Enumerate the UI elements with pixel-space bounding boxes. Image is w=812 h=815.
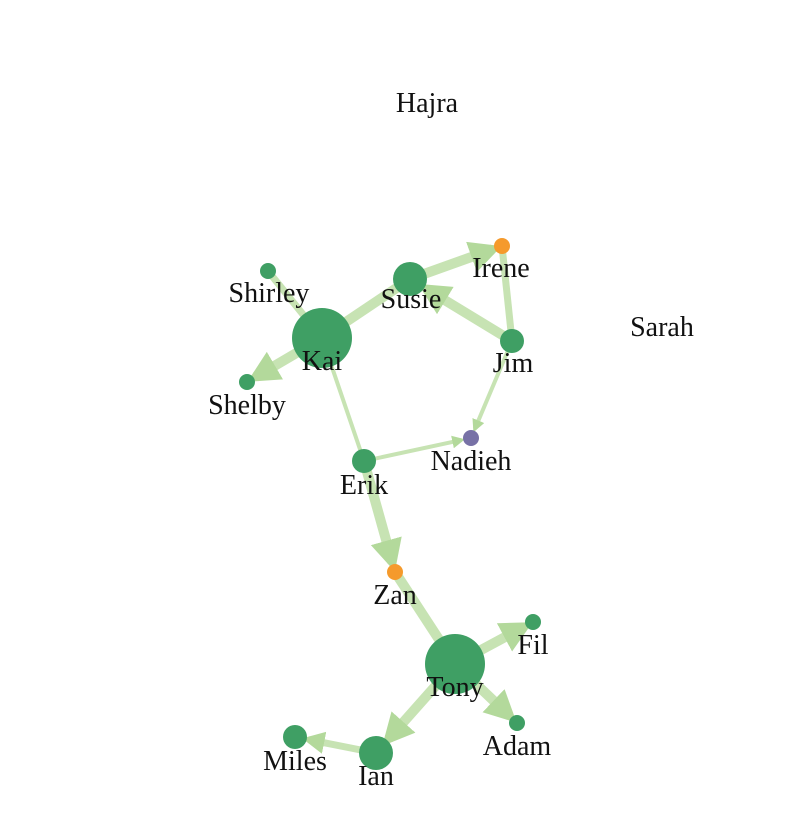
node-zan[interactable] [387,564,403,580]
edge-erik-zan [359,459,402,572]
node-label-zan: Zan [373,580,417,611]
node-label-hajra: Hajra [396,88,459,119]
node-label-jim: Jim [493,348,534,379]
node-irene[interactable] [494,238,510,254]
node-nadieh[interactable] [463,430,479,446]
edge-jim-susie [418,283,515,346]
node-label-shelby: Shelby [208,390,286,421]
node-tony[interactable] [425,634,485,694]
node-label-erik: Erik [340,470,388,501]
node-miles[interactable] [283,725,307,749]
node-fil[interactable] [525,614,541,630]
node-shirley[interactable] [260,263,276,279]
node-label-shirley: Shirley [229,278,310,309]
labels-layer: Hajra Shirley Susie Irene Sarah Kai Jim Shelby N… [208,88,694,792]
node-label-nadieh: Nadieh [431,446,512,477]
node-erik[interactable] [352,449,376,473]
node-label-ian: Ian [358,761,394,792]
node-ian[interactable] [359,736,393,770]
node-label-tony: Tony [426,672,483,703]
edges-layer [247,241,533,757]
node-label-sarah: Sarah [630,312,694,343]
node-kai[interactable] [292,308,352,368]
edge-jim-nadieh [472,340,514,433]
node-label-adam: Adam [483,731,552,762]
node-shelby[interactable] [239,374,255,390]
node-label-irene: Irene [472,253,530,284]
node-adam[interactable] [509,715,525,731]
node-jim[interactable] [500,329,524,353]
node-susie[interactable] [393,262,427,296]
edge-jim-irene [498,245,516,342]
edge-erik-nadieh [363,435,465,463]
node-label-kai: Kai [302,346,343,377]
node-label-susie: Susie [381,284,442,315]
nodes-layer [239,238,541,770]
node-label-fil: Fil [517,630,548,661]
node-label-miles: Miles [263,746,327,777]
